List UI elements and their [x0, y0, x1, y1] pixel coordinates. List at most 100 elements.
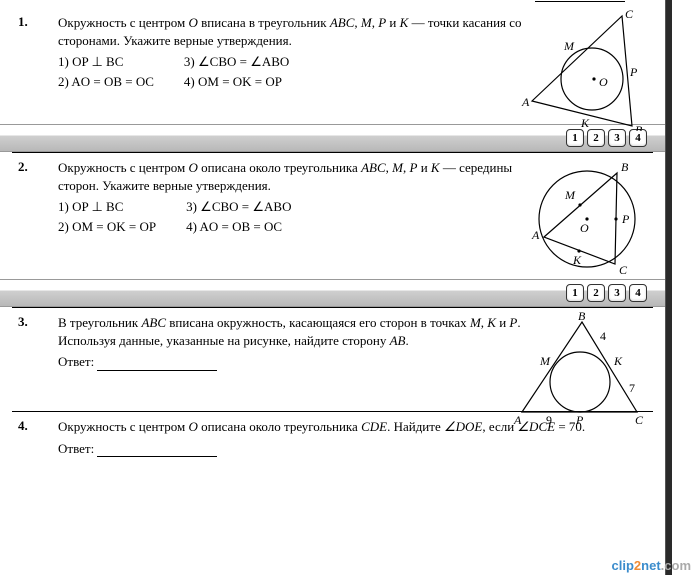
t: M — [470, 315, 481, 330]
problem-3-diagram: A B C M K P 4 7 9 — [512, 312, 647, 427]
problem-3: 3. В треугольник ABC вписана окружность,… — [0, 308, 665, 375]
problem-3-body: В треугольник ABC вписана окружность, ка… — [58, 314, 525, 371]
lbl: A — [531, 228, 540, 242]
option: 1) OP ⊥ BC — [58, 53, 154, 71]
t: CDE — [361, 419, 387, 434]
t: и — [417, 160, 430, 175]
t: Окружность с центром — [58, 15, 189, 30]
wm-part: net — [641, 558, 661, 573]
t: . Найдите — [387, 419, 444, 434]
option: 2) AO = OB = OC — [58, 73, 154, 91]
text: Окружность с центром O описана около тре… — [58, 160, 512, 193]
t: AB — [390, 333, 406, 348]
answer-blank[interactable] — [97, 359, 217, 371]
option: 2) OM = OK = OP — [58, 218, 156, 236]
badge[interactable]: 4 — [629, 284, 647, 302]
badge[interactable]: 2 — [587, 129, 605, 147]
t: Окружность с центром — [58, 160, 189, 175]
t: вписана окружность, касающаяся его сторо… — [166, 315, 470, 330]
t: ∠DOE — [444, 419, 482, 434]
t: ABC — [141, 315, 166, 330]
right-margin — [672, 0, 697, 575]
problem-4: 4. Окружность с центром O описана около … — [0, 412, 665, 461]
t: и — [386, 15, 399, 30]
lbl: P — [621, 212, 630, 226]
lbl: M — [564, 188, 576, 202]
lbl: P — [629, 65, 638, 79]
text: В треугольник ABC вписана окружность, ка… — [58, 315, 521, 348]
text: Окружность с центром O описана около тре… — [58, 419, 585, 434]
problem-2-diagram: A B C M P K O — [527, 157, 647, 282]
problem-1-diagram: A B C M P K O — [517, 6, 647, 131]
text: Окружность с центром O вписана в треугол… — [58, 15, 522, 48]
lbl: K — [580, 116, 590, 130]
lbl: B — [621, 160, 629, 174]
badge[interactable]: 2 — [587, 284, 605, 302]
opt-col: 3) ∠CBO = ∠ABO 4) OM = OK = OP — [184, 53, 289, 90]
problem-3-number: 3. — [18, 314, 28, 330]
wm-part: .com — [661, 558, 691, 573]
badge[interactable]: 1 — [566, 284, 584, 302]
t: и — [496, 315, 509, 330]
t: ∠DCE — [517, 419, 555, 434]
option: 3) ∠CBO = ∠ABO — [184, 53, 289, 71]
lbl: C — [619, 263, 628, 277]
problem-2: 2. Окружность с центром O описана около … — [0, 153, 665, 239]
t: вписана в треугольник — [198, 15, 330, 30]
t: ABC — [361, 160, 386, 175]
answer-row: Ответ: — [58, 353, 525, 371]
t: Окружность с центром — [58, 419, 189, 434]
option: 3) ∠CBO = ∠ABO — [186, 198, 291, 216]
page: 1. Окружность с центром O вписана в треу… — [0, 0, 666, 575]
t: . — [405, 333, 408, 348]
t: описана около треугольника — [198, 160, 361, 175]
answer-row: Ответ: — [58, 440, 635, 458]
lbl: M — [563, 39, 575, 53]
badge[interactable]: 3 — [608, 129, 626, 147]
badge[interactable]: 3 — [608, 284, 626, 302]
badge[interactable]: 1 — [566, 129, 584, 147]
opt-col: 1) OP ⊥ BC 2) AO = OB = OC — [58, 53, 154, 90]
t: M — [361, 15, 372, 30]
watermark: clip2net.com — [612, 558, 691, 573]
option: 4) OM = OK = OP — [184, 73, 289, 91]
problem-1-number: 1. — [18, 14, 28, 30]
t: O — [189, 15, 198, 30]
lbl: 4 — [600, 329, 606, 343]
lbl: B — [578, 312, 586, 323]
problem-2-number: 2. — [18, 159, 28, 175]
opt-col: 3) ∠CBO = ∠ABO 4) AO = OB = OC — [186, 198, 291, 235]
t: = 70. — [555, 419, 585, 434]
option: 4) AO = OB = OC — [186, 218, 291, 236]
problem-4-body: Окружность с центром O описана около тре… — [58, 418, 635, 457]
lbl: A — [521, 95, 530, 109]
wm-part: clip — [612, 558, 634, 573]
t: K — [431, 160, 440, 175]
problem-4-number: 4. — [18, 418, 28, 434]
answer-label: Ответ: — [58, 441, 94, 456]
badge[interactable]: 4 — [629, 129, 647, 147]
lbl: M — [539, 354, 551, 368]
lbl: K — [613, 354, 623, 368]
t: В треугольник — [58, 315, 141, 330]
lbl: 7 — [629, 381, 635, 395]
lbl: O — [599, 75, 608, 89]
answer-label: Ответ: — [58, 354, 94, 369]
problem-2-body: Окружность с центром O описана около тре… — [58, 159, 525, 235]
badges-row-2: 1 2 3 4 — [0, 279, 665, 307]
problem-2-options: 1) OP ⊥ BC 2) OM = OK = OP 3) ∠CBO = ∠AB… — [58, 198, 525, 235]
option: 1) OP ⊥ BC — [58, 198, 156, 216]
problem-1: 1. Окружность с центром O вписана в треу… — [0, 0, 665, 94]
problem-1-options: 1) OP ⊥ BC 2) AO = OB = OC 3) ∠CBO = ∠AB… — [58, 53, 525, 90]
problem-1-body: Окружность с центром O вписана в треугол… — [58, 14, 525, 90]
t: P — [378, 15, 386, 30]
t: O — [189, 160, 198, 175]
t: , если — [482, 419, 517, 434]
t: ABC — [330, 15, 355, 30]
t: O — [189, 419, 198, 434]
opt-col: 1) OP ⊥ BC 2) OM = OK = OP — [58, 198, 156, 235]
t: M — [392, 160, 403, 175]
answer-blank[interactable] — [97, 445, 217, 457]
lbl: B — [635, 123, 643, 131]
lbl: K — [572, 253, 582, 267]
